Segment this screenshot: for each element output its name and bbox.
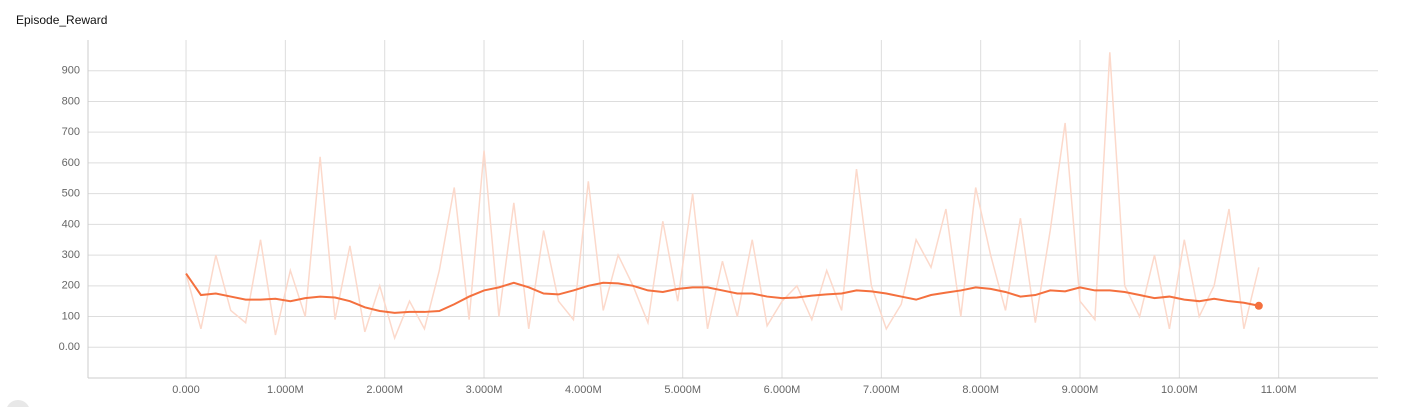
x-tick-label: 1.000M — [267, 384, 304, 396]
y-tick-label: 600 — [62, 157, 80, 169]
x-tick-label: 0.000 — [172, 384, 200, 396]
x-tick-label: 5.000M — [664, 384, 701, 396]
y-tick-label: 500 — [62, 188, 80, 200]
series-line — [185, 272, 1260, 314]
x-tick-label: 10.00M — [1161, 384, 1198, 396]
x-tick-label: 2.000M — [366, 384, 403, 396]
chart-title: Episode_Reward — [16, 13, 107, 27]
y-tick-label: 800 — [62, 95, 80, 107]
x-tick-label: 9.000M — [1062, 384, 1099, 396]
end-marker — [1254, 301, 1263, 310]
series-line — [185, 52, 1260, 341]
x-tick-label: 8.000M — [962, 384, 999, 396]
x-tick-label: 7.000M — [863, 384, 900, 396]
y-tick-label: 300 — [62, 249, 80, 261]
y-tick-label: 700 — [62, 126, 80, 138]
x-tick-label: 6.000M — [764, 384, 801, 396]
y-tick-label: 100 — [62, 310, 80, 322]
toggle-icon[interactable] — [6, 400, 30, 412]
x-tick-label: 4.000M — [565, 384, 602, 396]
x-tick-label: 3.000M — [466, 384, 503, 396]
y-tick-label: 0.00 — [59, 341, 80, 353]
y-tick-label: 200 — [62, 280, 80, 292]
y-tick-label: 400 — [62, 218, 80, 230]
y-tick-label: 900 — [62, 65, 80, 77]
x-tick-label: 11.00M — [1261, 384, 1297, 396]
